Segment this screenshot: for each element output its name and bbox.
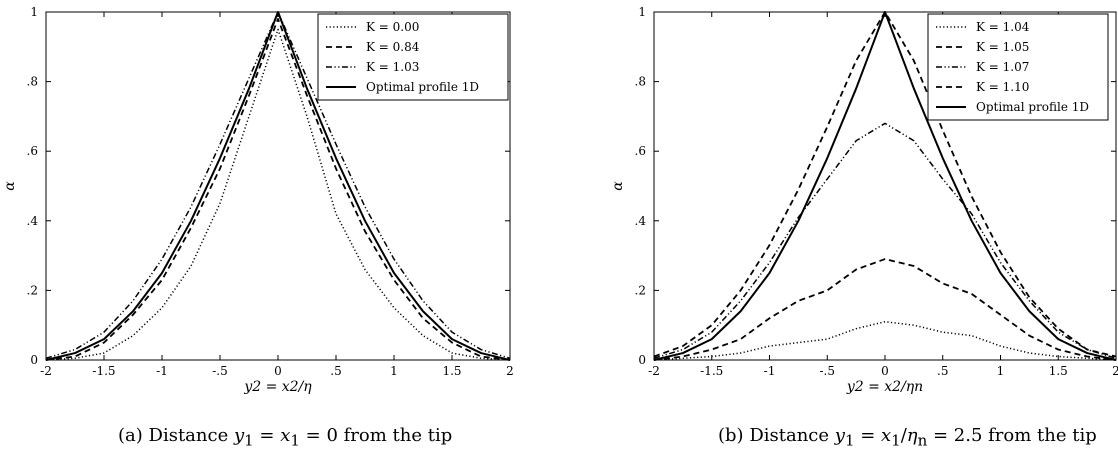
x-tick-label: 1 [390,364,398,378]
y-tick-label: .6 [27,144,38,158]
caption-a-label: (a) [118,425,143,446]
series-line-a-3 [45,11,511,361]
legend-label: Optimal profile 1D [366,80,479,94]
caption-b-text: Distance y1 = x1/ηn = 2.5 from the tip [749,425,1097,450]
legend-box [927,13,1109,121]
legend-label: K = 1.03 [366,60,419,74]
series-line-b-1 [653,258,1117,361]
legend-label: K = 1.05 [976,40,1029,54]
caption-a-text: Distance y1 = x1 = 0 from the tip [148,425,453,450]
legend-label: K = 0.00 [366,20,419,34]
y-tick-label: .4 [635,214,647,228]
y-tick-label: .2 [27,283,38,297]
y-tick-label: .6 [635,144,646,158]
series-line-a-1 [45,18,511,361]
x-axis-label: y2 = x2/η [243,379,312,395]
x-tick-label: -1.5 [92,364,115,378]
caption-b-label: (b) [718,425,744,446]
y-tick-label: .8 [27,75,38,89]
y-tick-label: .4 [27,214,39,228]
legend-label: K = 1.07 [976,60,1029,74]
x-tick-label: -1 [764,364,776,378]
x-tick-label: -.5 [819,364,835,378]
series-line-b-0 [653,320,1117,361]
series-line-a-0 [45,28,511,361]
series-line-b-2 [653,122,1117,359]
y-axis-label: α [610,181,626,191]
chart-panel-b: -2 -1.5 -1 -.5 0 .5 1 1.5 2 0 .2 .4 .6 .8 1 y2 = x2/ηn α… [610,5,1118,395]
legend-label: K = 1.04 [976,20,1030,34]
chart-panel-a: -2 -1.5 -1 -.5 0 .5 1 1.5 2 0 .2 .4 .6 .8 1 y2 = x2/η α K… [2,5,514,395]
x-tick-label: -1 [156,364,168,378]
legend-label: K = 1.10 [976,80,1029,94]
x-tick-label: 2 [1112,364,1118,378]
caption-a: (a) Distance y1 = x1 = 0 from the tip [118,425,452,450]
y-tick-label: .2 [635,283,646,297]
y-axis-label: α [2,181,18,191]
y-tick-label: 0 [638,353,646,367]
legend-label: K = 0.84 [366,40,420,54]
x-tick-label: -2 [40,364,52,378]
legend-box [317,13,509,101]
y-tick-label: .8 [635,75,646,89]
legend-label: Optimal profile 1D [976,100,1089,114]
x-tick-label: 2 [506,364,514,378]
y-tick-label: 0 [30,353,38,367]
x-tick-label: 0 [274,364,282,378]
x-tick-label: 1.5 [442,364,461,378]
y-tick-label: 1 [638,5,646,19]
x-tick-label: 1.5 [1049,364,1068,378]
x-tick-label: -1.5 [700,364,723,378]
legend-a: K = 0.00 K = 0.84 K = 1.03 Optimal profile … [317,13,509,101]
y-tick-label: 1 [30,5,38,19]
x-tick-label: 0 [881,364,889,378]
x-axis-label: y2 = x2/ηn [846,379,923,395]
caption-b: (b) Distance y1 = x1/ηn = 2.5 from the t… [718,425,1097,450]
x-tick-label: 1 [997,364,1005,378]
legend-b: K = 1.04 K = 1.05 K = 1.07 K = 1.10 Optimal … [927,13,1109,121]
x-tick-label: .5 [937,364,948,378]
x-tick-label: -.5 [212,364,228,378]
x-tick-label: .5 [330,364,341,378]
x-tick-label: -2 [648,364,660,378]
series-line-b-4 [653,11,1117,361]
